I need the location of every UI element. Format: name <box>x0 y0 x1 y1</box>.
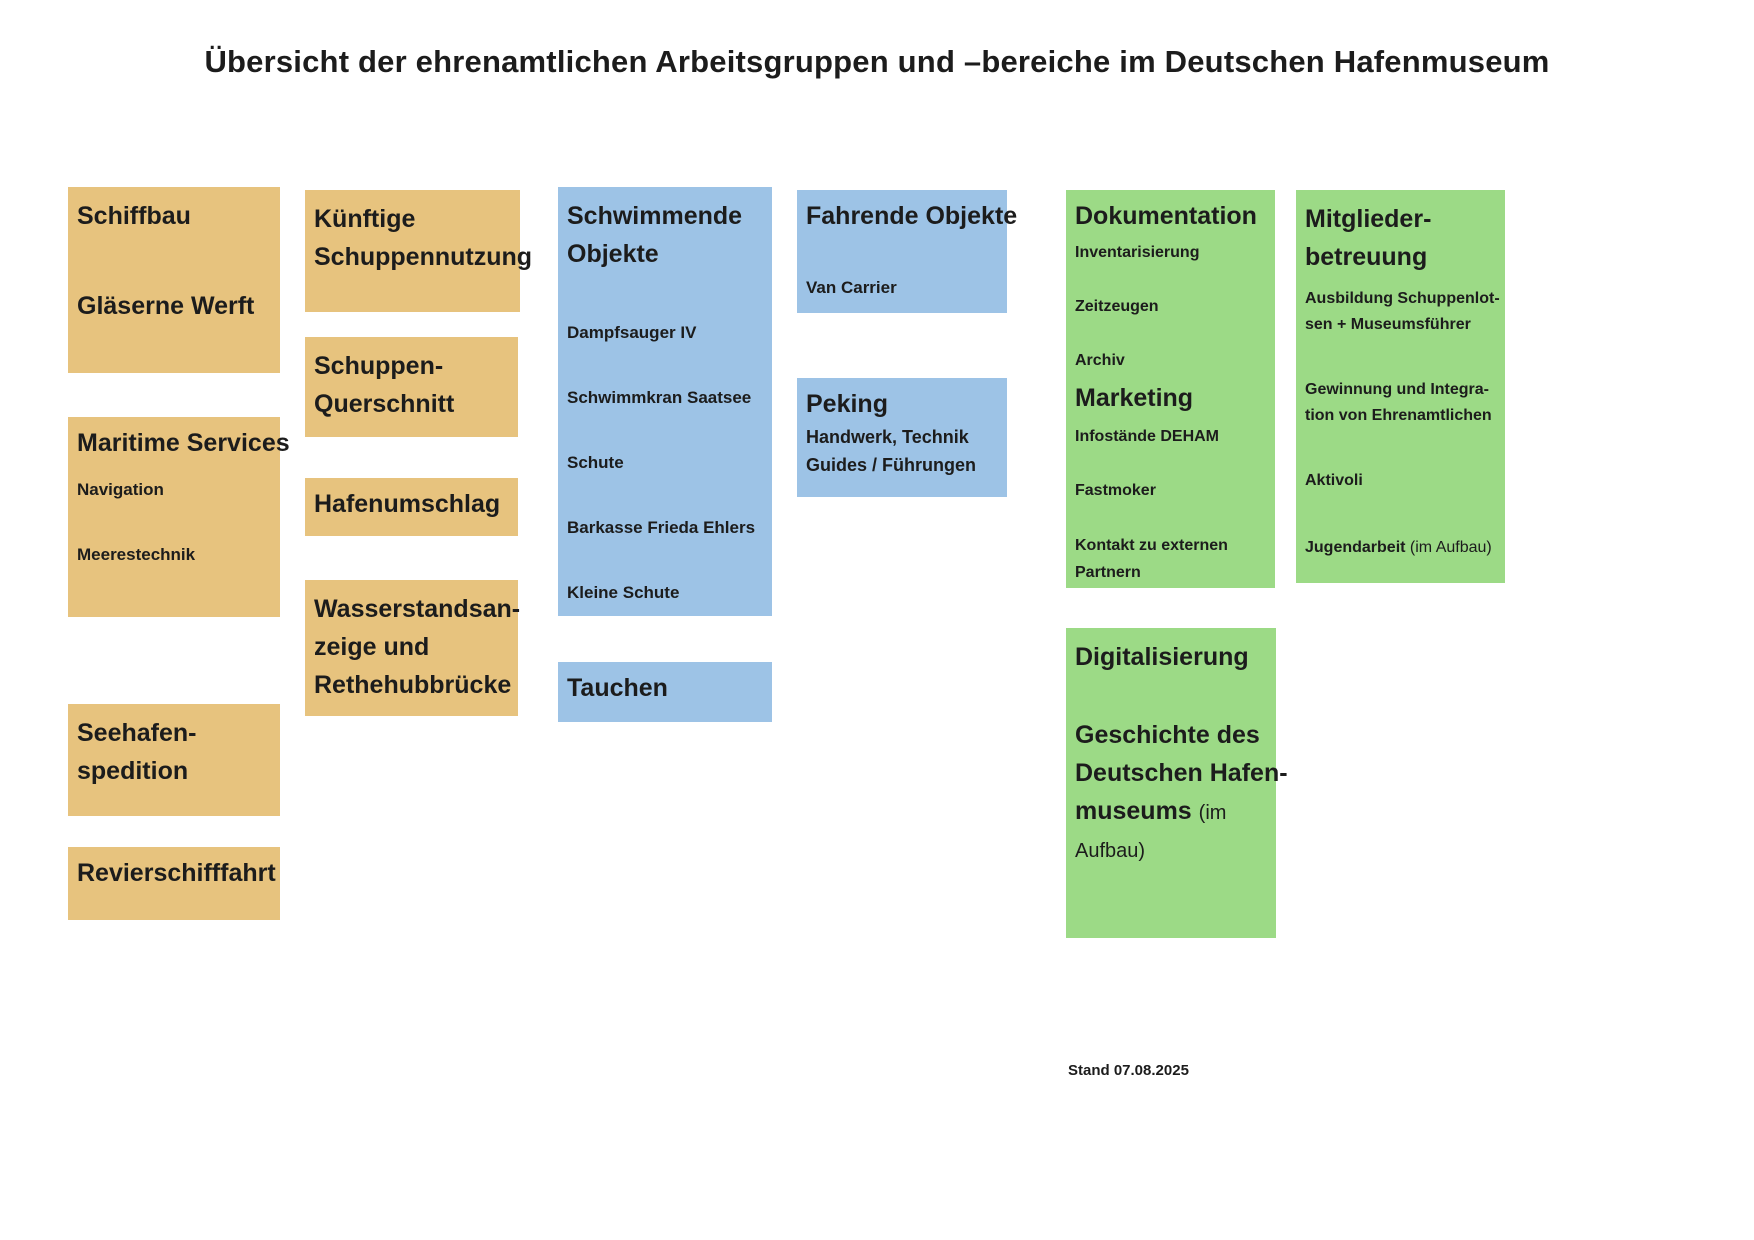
list-item: Aktivoli <box>1305 472 1363 489</box>
group-box-dokumentation-marketing: Dokumentation Inventarisierung Zeitzeuge… <box>1066 190 1275 588</box>
list-item: Kontakt zu externen Partnern <box>1075 532 1269 586</box>
group-box-schuppen-querschnitt: Schuppen- Querschnitt <box>305 337 518 437</box>
list-item: Dampfsauger IV <box>567 323 697 342</box>
title-fragment-bold: museums <box>1075 797 1192 825</box>
box-title-line: museums (im <box>1075 792 1270 832</box>
list-item: Kleine Schute <box>567 583 680 602</box>
box-title-line: Schuppen- <box>314 352 444 380</box>
list-item: Van Carrier <box>806 278 897 297</box>
box-title: Fahrende Objekte <box>806 202 1018 230</box>
list-item: Schwimmkran Saatsee <box>567 388 752 407</box>
group-box-maritime-services: Maritime Services Navigation Meerestechn… <box>68 417 290 617</box>
box-title: Maritime Services <box>77 429 290 457</box>
box-title: Dokumentation <box>1075 202 1257 230</box>
box-title: Revierschifffahrt <box>77 859 276 887</box>
group-box-schiffbau: Schiffbau Gläserne Werft <box>68 187 280 373</box>
list-item-line: Partnern <box>1075 564 1141 581</box>
box-title-line: betreuung <box>1305 243 1428 271</box>
box-title: Tauchen <box>567 674 668 702</box>
list-item-line: Ausbildung Schuppenlot- <box>1305 290 1500 307</box>
list-item-line: Gewinnung und Integra- <box>1305 381 1489 398</box>
box-title-line: Geschichte des <box>1075 721 1260 749</box>
group-box-schwimmende-objekte: Schwimmende Objekte Dampfsauger IV Schwi… <box>558 187 772 616</box>
box-title: Peking <box>806 390 888 418</box>
list-item-line: sen + Museumsführer <box>1305 316 1471 333</box>
status-date: Stand 07.08.2025 <box>1068 1062 1189 1079</box>
list-item-regular: (im Aufbau) <box>1409 539 1492 556</box>
page-title: Übersicht der ehrenamtlichen Arbeitsgrup… <box>204 44 1550 79</box>
list-item: Guides / Führungen <box>806 455 976 475</box>
box-title-line: Objekte <box>567 240 659 268</box>
list-item: Handwerk, Technik <box>806 427 969 447</box>
group-box-seehafenspedition: Seehafen- spedition <box>68 704 280 816</box>
title-fragment-regular: (im <box>1198 802 1227 824</box>
group-box-fahrende-objekte: Fahrende Objekte Van Carrier <box>797 190 1018 313</box>
list-item: Infostände DEHAM <box>1075 428 1219 445</box>
list-item: Barkasse Frieda Ehlers <box>567 518 756 537</box>
box-title-line: Schuppennutzung <box>314 243 533 271</box>
list-item: Archiv <box>1075 352 1125 369</box>
list-item-line: tion von Ehrenamtlichen <box>1305 407 1492 424</box>
group-box-revierschifffahrt: Revierschifffahrt <box>68 847 280 920</box>
list-item: Fastmoker <box>1075 482 1156 499</box>
list-item-line: Kontakt zu externen <box>1075 537 1228 554</box>
box-title-line: Wasserstandsan- <box>314 595 521 623</box>
box-title-line: Schwimmende <box>567 202 743 230</box>
box-title-line: Seehafen- <box>77 719 197 747</box>
list-item: Zeitzeugen <box>1075 298 1159 315</box>
list-item: Schute <box>567 453 624 472</box>
group-box-kuenftige-schuppennutzung: Künftige Schuppennutzung <box>305 190 533 312</box>
group-box-mitgliederbetreuung: Mitglieder- betreuung Ausbildung Schuppe… <box>1296 190 1505 583</box>
box-title-line: Rethehubbrücke <box>314 671 512 699</box>
box-title-line: spedition <box>77 757 189 785</box>
box-title-secondary: Gläserne Werft <box>77 292 255 320</box>
box-title: Hafenumschlag <box>314 490 501 518</box>
list-item: Gewinnung und Integra- tion von Ehrenamt… <box>1305 377 1499 429</box>
group-box-peking: Peking Handwerk, Technik Guides / Führun… <box>797 378 1007 497</box>
group-box-wasserstandsanzeige: Wasserstandsan- zeige und Rethehubbrücke <box>305 580 521 716</box>
box-title-secondary: Marketing <box>1075 384 1194 412</box>
box-title-line: Querschnitt <box>314 390 455 418</box>
list-item: Meerestechnik <box>77 545 196 564</box>
box-title-line: Aufbau) <box>1075 840 1146 862</box>
box-title: Schiffbau <box>77 202 191 230</box>
list-item: Jugendarbeit (im Aufbau) <box>1305 535 1499 561</box>
group-box-hafenumschlag: Hafenumschlag <box>305 478 518 536</box>
box-title-line: Deutschen Hafen- <box>1075 759 1288 787</box>
group-box-digitalisierung: Digitalisierung Geschichte des Deutschen… <box>1066 628 1288 938</box>
box-title-line: Mitglieder- <box>1305 205 1432 233</box>
list-item: Inventarisierung <box>1075 244 1200 261</box>
box-title: Digitalisierung <box>1075 643 1249 671</box>
list-item: Navigation <box>77 480 164 499</box>
list-item-bold: Jugendarbeit <box>1305 539 1406 556</box>
group-box-tauchen: Tauchen <box>558 662 772 722</box>
list-item: Ausbildung Schuppenlot- sen + Museumsfüh… <box>1305 286 1500 338</box>
box-title-line: zeige und <box>314 633 430 661</box>
box-title-line: Künftige <box>314 205 416 233</box>
